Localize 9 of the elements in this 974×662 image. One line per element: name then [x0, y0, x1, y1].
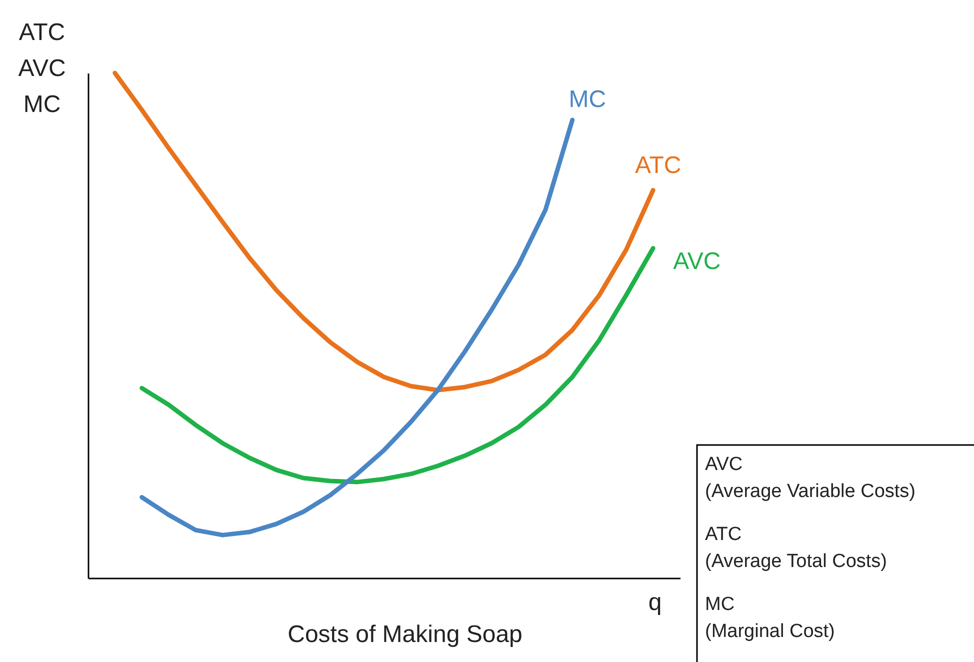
text: MC (Marginal Cost) — [705, 594, 835, 642]
series-label: ATC — [634, 152, 682, 180]
series-label: MC — [568, 86, 606, 113]
text: ATC (Average Total Costs) — [705, 524, 887, 572]
text: AVC (Average Variable Costs) — [705, 454, 916, 502]
series-label: AVC — [673, 248, 721, 276]
text: Costs of Making Soap — [288, 621, 522, 648]
y-axis-title: ATC AVC MC — [18, 19, 66, 118]
x-axis-title: q — [648, 589, 662, 616]
